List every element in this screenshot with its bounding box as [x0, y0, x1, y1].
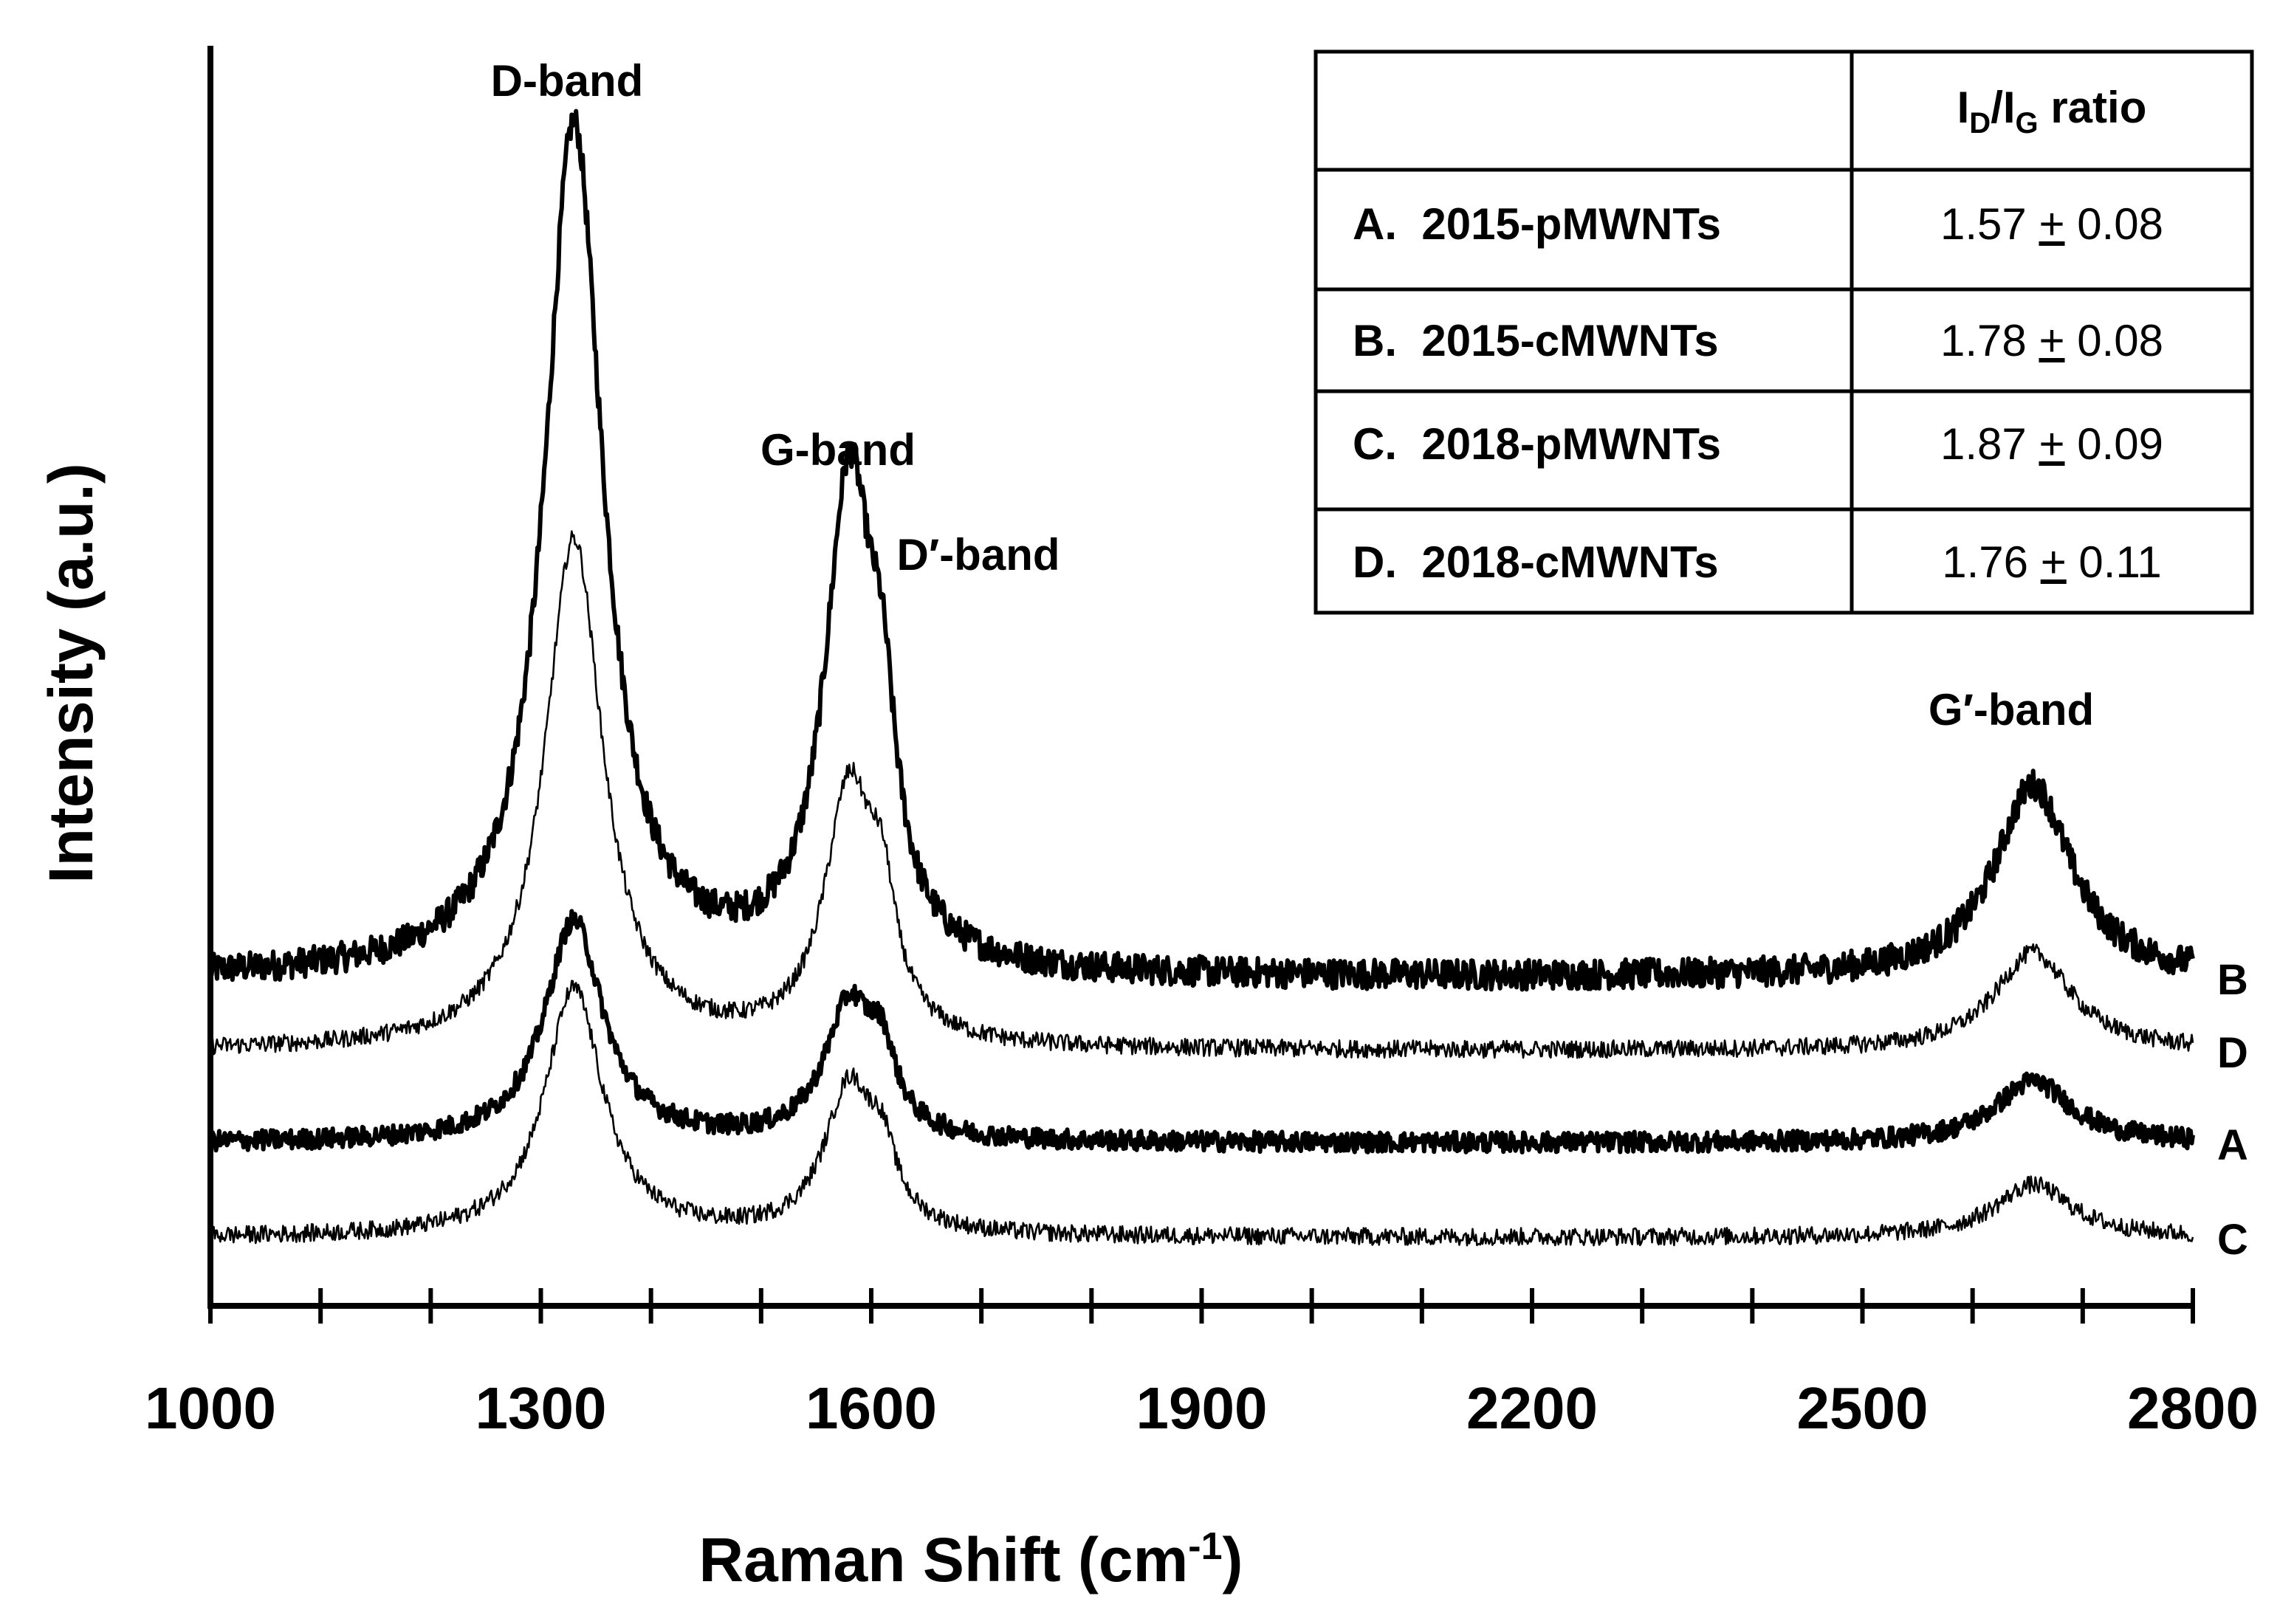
- table-cell-sample: D. 2018-cMWNTs: [1353, 537, 1719, 587]
- x-axis-title: Raman Shift (cm-1): [698, 1525, 1243, 1594]
- table-cell-sample: A. 2015-pMWNTs: [1353, 199, 1721, 249]
- series-label-a: A: [2217, 1121, 2248, 1169]
- x-tick-label: 1900: [1136, 1375, 1268, 1441]
- x-axis-ticks: [208, 1288, 2195, 1324]
- table-cell-ratio: 1.57 + 0.08: [1940, 199, 2163, 249]
- x-tick-label: 2200: [1466, 1375, 1598, 1441]
- spectrum-trace-d: [209, 530, 2194, 1059]
- x-axis-tick-labels: 1000 1300 1600 1900 2200 2500 2800: [145, 1375, 2259, 1441]
- x-tick-label: 2500: [1797, 1375, 1929, 1441]
- table-cell-ratio: 1.76 + 0.11: [1942, 537, 2162, 587]
- table-cell-sample: C. 2018-pMWNTs: [1353, 419, 1721, 469]
- g-band-label: G-band: [760, 425, 916, 475]
- series-label-c: C: [2217, 1216, 2248, 1264]
- x-tick-label: 1300: [475, 1375, 607, 1441]
- gprime-band-label: G′-band: [1929, 685, 2094, 734]
- series-label-b: B: [2217, 956, 2248, 1004]
- y-axis-title: Intensity (a.u.): [36, 463, 106, 883]
- x-tick-label: 1600: [806, 1375, 937, 1441]
- d-band-label: D-band: [491, 56, 644, 106]
- table-cell-ratio: 1.87 + 0.09: [1940, 419, 2163, 469]
- table-frame: [1313, 49, 2254, 615]
- x-tick-label: 2800: [2127, 1375, 2259, 1441]
- dprime-band-label: D′-band: [896, 530, 1060, 579]
- series-label-d: D: [2217, 1029, 2248, 1077]
- spectrum-trace-c: [209, 980, 2194, 1247]
- spectra-traces: [208, 109, 2195, 1247]
- table-cell-sample: B. 2015-cMWNTs: [1353, 316, 1719, 365]
- spectrum-trace-b: [208, 109, 2195, 992]
- table-header-ratio: ID/IG ratio: [1957, 83, 2147, 140]
- ratio-table: ID/IG ratio A. 2015-pMWNTs B. 2015-cMWNT…: [1313, 49, 2254, 615]
- spectrum-trace-a: [208, 909, 2195, 1155]
- x-tick-label: 1000: [145, 1375, 276, 1441]
- table-cell-ratio: 1.78 + 0.08: [1940, 316, 2163, 365]
